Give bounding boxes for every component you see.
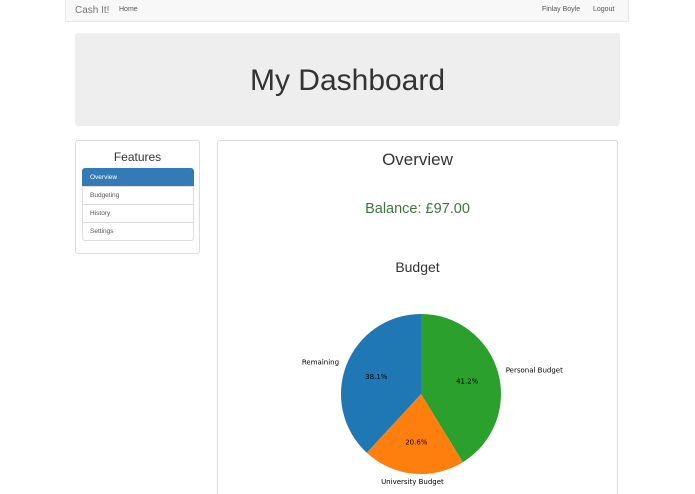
pie-pct-label: 41.2% [456,377,479,385]
navbar: Cash It! Home Finlay Boyle Logout [65,0,629,22]
pie-category-label: University Budget [381,478,444,486]
brand-link[interactable]: Cash It! [75,5,110,16]
dashboard-header: My Dashboard [75,33,620,126]
pie-pct-label: 20.6% [405,438,428,446]
budget-title: Budget [395,259,440,275]
pie-category-label: Personal Budget [506,367,563,375]
pie-slice-personal-budget [421,314,502,463]
pie-category-label: Remaining [302,358,339,366]
nav-logout-link[interactable]: Logout [593,6,615,13]
features-list: Overview Budgeting History Settings [82,168,194,241]
features-panel: Features Overview Budgeting History Sett… [75,140,200,254]
feature-item-budgeting[interactable]: Budgeting [82,186,194,205]
features-title: Features [113,150,162,164]
nav-home-link[interactable]: Home [119,6,138,13]
feature-item-history[interactable]: History [82,204,194,223]
overview-title: Overview [382,150,453,169]
feature-item-settings[interactable]: Settings [82,222,194,241]
balance-text: Balance: £97.00 [365,201,470,217]
nav-user-link[interactable]: Finlay Boyle [542,6,581,13]
feature-item-overview[interactable]: Overview [82,168,194,187]
pie-slice-university-budget [366,394,463,474]
budget-pie-chart: 41.2% Personal Budget 20.6% University Budg… [302,314,563,486]
pie-pct-label: 38.1% [365,373,388,381]
page-title: My Dashboard [249,64,446,97]
pie-slice-remaining [341,314,421,453]
